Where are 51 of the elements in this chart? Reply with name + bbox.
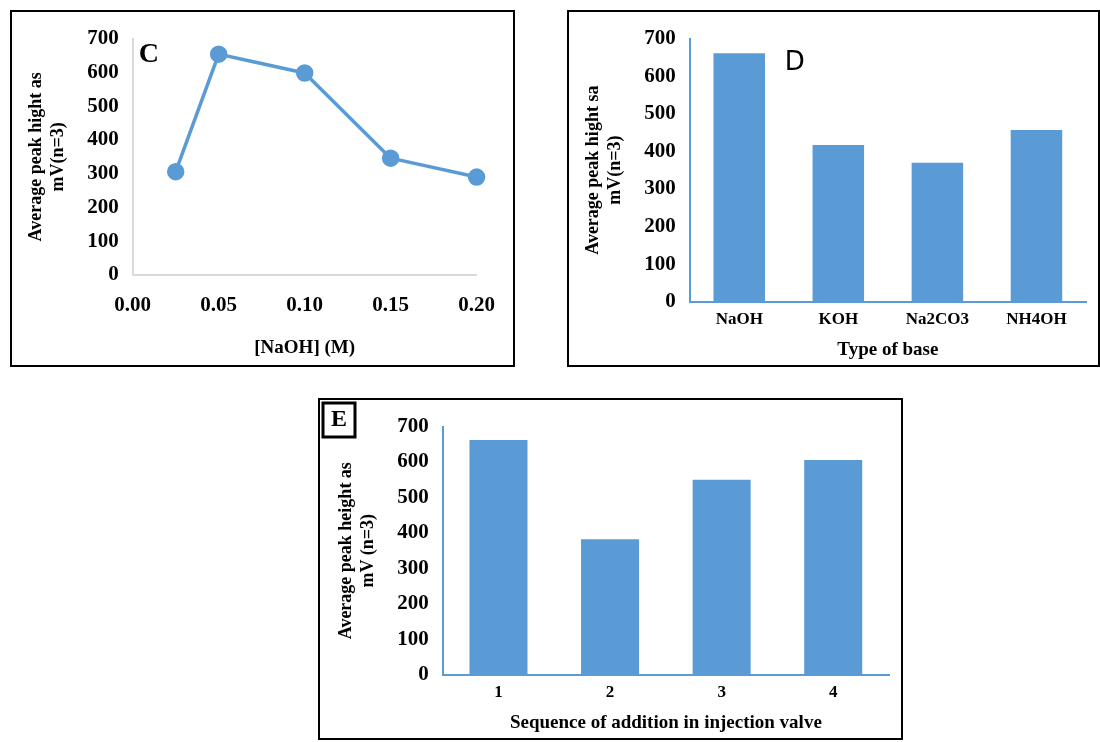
y-tick-label: 500 <box>644 100 676 125</box>
y-tick-label: 300 <box>87 160 119 185</box>
x-tick-label: Na2CO3 <box>905 309 970 329</box>
x-tick-label: NaOH <box>715 309 763 329</box>
y-tick-label: 400 <box>87 126 119 151</box>
point <box>166 162 185 181</box>
y-tick-label: 0 <box>418 661 429 686</box>
x-axis-title: Sequence of addition in injection valve <box>509 710 822 732</box>
y-tick-label: 400 <box>644 137 676 162</box>
x-axis-title: [NaOH] (M) <box>254 335 356 358</box>
x-tick-label: 0.05 <box>200 292 238 317</box>
x-tick-label: KOH <box>818 309 859 329</box>
y-tick-label: 600 <box>644 62 676 87</box>
x-tick-label: 3 <box>717 682 726 702</box>
x-tick-label: 0.20 <box>458 292 495 317</box>
y-tick-label: 500 <box>397 483 429 508</box>
y-tick-label: 700 <box>87 25 119 50</box>
x-tick-label: NH4OH <box>1006 309 1067 329</box>
y-axis-title: Average peak height as mV (n=3) <box>335 462 379 640</box>
annotation: C <box>138 36 159 68</box>
x-tick-label: 1 <box>494 682 503 702</box>
text: E <box>331 405 348 432</box>
y-tick-label: 200 <box>644 213 676 238</box>
x-tick-label: 0.00 <box>114 292 152 317</box>
x-tick-label: 0.15 <box>372 292 410 317</box>
point <box>467 168 486 186</box>
y-tick-label: 100 <box>644 250 676 275</box>
y-tick-label: 300 <box>397 554 429 579</box>
y-tick-label: 700 <box>644 25 676 50</box>
x-tick-label: 0.10 <box>286 292 324 317</box>
y-axis-title: Average peak hight as mV(n=3) <box>25 72 69 242</box>
y-tick-label: 700 <box>397 413 429 438</box>
x-tick-label: 2 <box>605 682 615 702</box>
y-tick-label: 200 <box>397 590 429 615</box>
y-tick-label: 200 <box>87 193 119 218</box>
point <box>381 149 400 167</box>
y-tick-label: 100 <box>87 227 119 252</box>
y-tick-label: 500 <box>87 92 119 117</box>
y-tick-label: 0 <box>665 288 676 313</box>
point <box>295 64 314 82</box>
y-tick-label: 300 <box>644 175 676 200</box>
annotation: D <box>784 46 805 77</box>
point <box>209 45 228 63</box>
y-tick-label: 600 <box>397 448 429 473</box>
x-tick-label: 4 <box>828 682 838 702</box>
x-axis-title: Type of base <box>837 337 939 359</box>
y-axis-title: Average peak hight sa mV(n=3) <box>582 85 626 255</box>
y-tick-label: 600 <box>87 58 119 83</box>
y-tick-label: 400 <box>397 519 429 544</box>
y-tick-label: 100 <box>397 625 429 650</box>
y-tick-label: 0 <box>108 261 119 286</box>
